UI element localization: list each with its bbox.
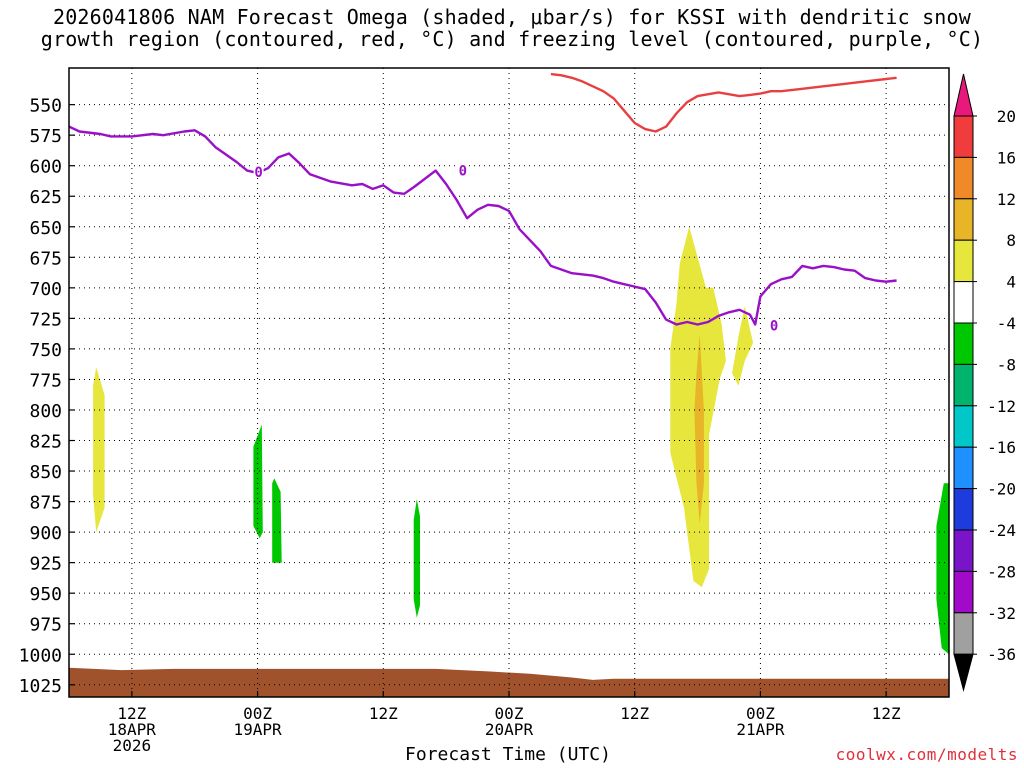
colorbar-label: -16 <box>987 438 1016 457</box>
plot-frame <box>68 67 950 698</box>
colorbar-swatch <box>953 198 974 241</box>
colorbar-label: -12 <box>987 397 1016 416</box>
omega-shaded-region <box>272 478 282 563</box>
y-tick-label: 700 <box>29 279 62 300</box>
omega-shaded-region <box>93 367 105 533</box>
chart-title-line-1: 2026041806 NAM Forecast Omega (shaded, μ… <box>52 5 972 29</box>
x-tick-label: 00Z <box>243 704 272 723</box>
contour-label: 0 <box>254 165 262 181</box>
x-tick-label: 12Z <box>872 704 901 723</box>
x-tick-label: 12Z <box>369 704 398 723</box>
contour-label-bg <box>769 317 780 332</box>
colorbar-label: -24 <box>987 521 1016 540</box>
colorbar-swatch <box>953 363 974 407</box>
chart-title: 2026041806 NAM Forecast Omega (shaded, μ… <box>0 6 1024 50</box>
contour-label: 0 <box>459 164 467 180</box>
omega-shaded-region <box>694 334 704 524</box>
colorbar-label: -28 <box>987 562 1016 581</box>
colorbar-swatch <box>953 405 974 448</box>
contour-label: 0 <box>770 319 778 335</box>
y-tick-label: 750 <box>29 340 62 361</box>
chart-title-line-2: growth region (contoured, red, °C) and f… <box>40 27 984 51</box>
y-tick-label: 1025 <box>19 676 62 697</box>
y-tick-label: 975 <box>29 615 62 636</box>
x-tick-label: 12Z <box>620 704 649 723</box>
site-credit: coolwx.com/modelts <box>835 745 1018 764</box>
y-tick-label: 600 <box>29 157 62 178</box>
colorbar-label: 16 <box>997 148 1016 167</box>
colorbar-label: 4 <box>1006 273 1016 292</box>
x-tick-label: 18APR <box>108 720 157 739</box>
y-tick-label: 625 <box>29 187 62 208</box>
y-tick-label: 725 <box>29 309 62 330</box>
y-tick-label: 875 <box>29 493 62 514</box>
y-tick-label: 675 <box>29 248 62 269</box>
colorbar-label: 20 <box>997 107 1016 126</box>
colorbar-swatch <box>953 156 974 200</box>
omega-shaded-region <box>936 483 949 655</box>
colorbar-label: 12 <box>997 190 1016 209</box>
colorbar-swatch <box>953 612 974 655</box>
y-tick-label: 550 <box>29 96 62 117</box>
x-tick-label: 20APR <box>485 720 534 739</box>
contour-line <box>550 72 897 133</box>
contour-label-bg <box>457 162 468 177</box>
y-tick-label: 575 <box>29 126 62 147</box>
colorbar-swatch <box>953 488 974 531</box>
colorbar-label: -32 <box>987 604 1016 623</box>
x-axis-label: Forecast Time (UTC) <box>405 744 611 765</box>
omega-shaded-region <box>253 424 263 539</box>
x-tick-label: 19APR <box>233 720 282 739</box>
y-tick-label: 900 <box>29 523 62 544</box>
x-tick-label: 2026 <box>113 736 152 755</box>
y-tick-label: 800 <box>29 401 62 422</box>
y-tick-label: 950 <box>29 584 62 605</box>
x-tick-label: 12Z <box>117 704 146 723</box>
ground-surface <box>69 667 949 697</box>
y-tick-label: 1000 <box>19 645 62 666</box>
plot-area: 0 0 0 <box>69 68 949 697</box>
contour-label-bg <box>253 163 264 178</box>
colorbar-swatch <box>953 570 974 614</box>
colorbar-top-arrow <box>953 73 974 117</box>
x-tick-label: 00Z <box>746 704 775 723</box>
colorbar-label: -4 <box>997 314 1016 333</box>
x-tick-label: 21APR <box>736 720 785 739</box>
colorbar-swatch <box>953 281 974 324</box>
colorbar-label: -20 <box>987 480 1016 499</box>
colorbar-label: -8 <box>997 355 1016 374</box>
colorbar-swatch <box>953 115 974 158</box>
x-tick-label: 00Z <box>495 704 524 723</box>
y-tick-label: 925 <box>29 554 62 575</box>
y-tick-label: 850 <box>29 462 62 483</box>
colorbar-swatch <box>953 239 974 283</box>
contour-line <box>69 125 897 326</box>
colorbar-bottom-arrow <box>953 653 974 692</box>
colorbar-swatch <box>953 322 974 365</box>
colorbar-swatch <box>953 529 974 572</box>
y-tick-label: 650 <box>29 218 62 239</box>
omega-shaded-region <box>732 306 754 386</box>
colorbar-label: -36 <box>987 645 1016 664</box>
omega-shaded-region <box>413 499 420 618</box>
colorbar-swatch <box>953 446 974 490</box>
y-tick-label: 775 <box>29 370 62 391</box>
y-tick-label: 825 <box>29 432 62 453</box>
colorbar-label: 8 <box>1006 231 1016 250</box>
